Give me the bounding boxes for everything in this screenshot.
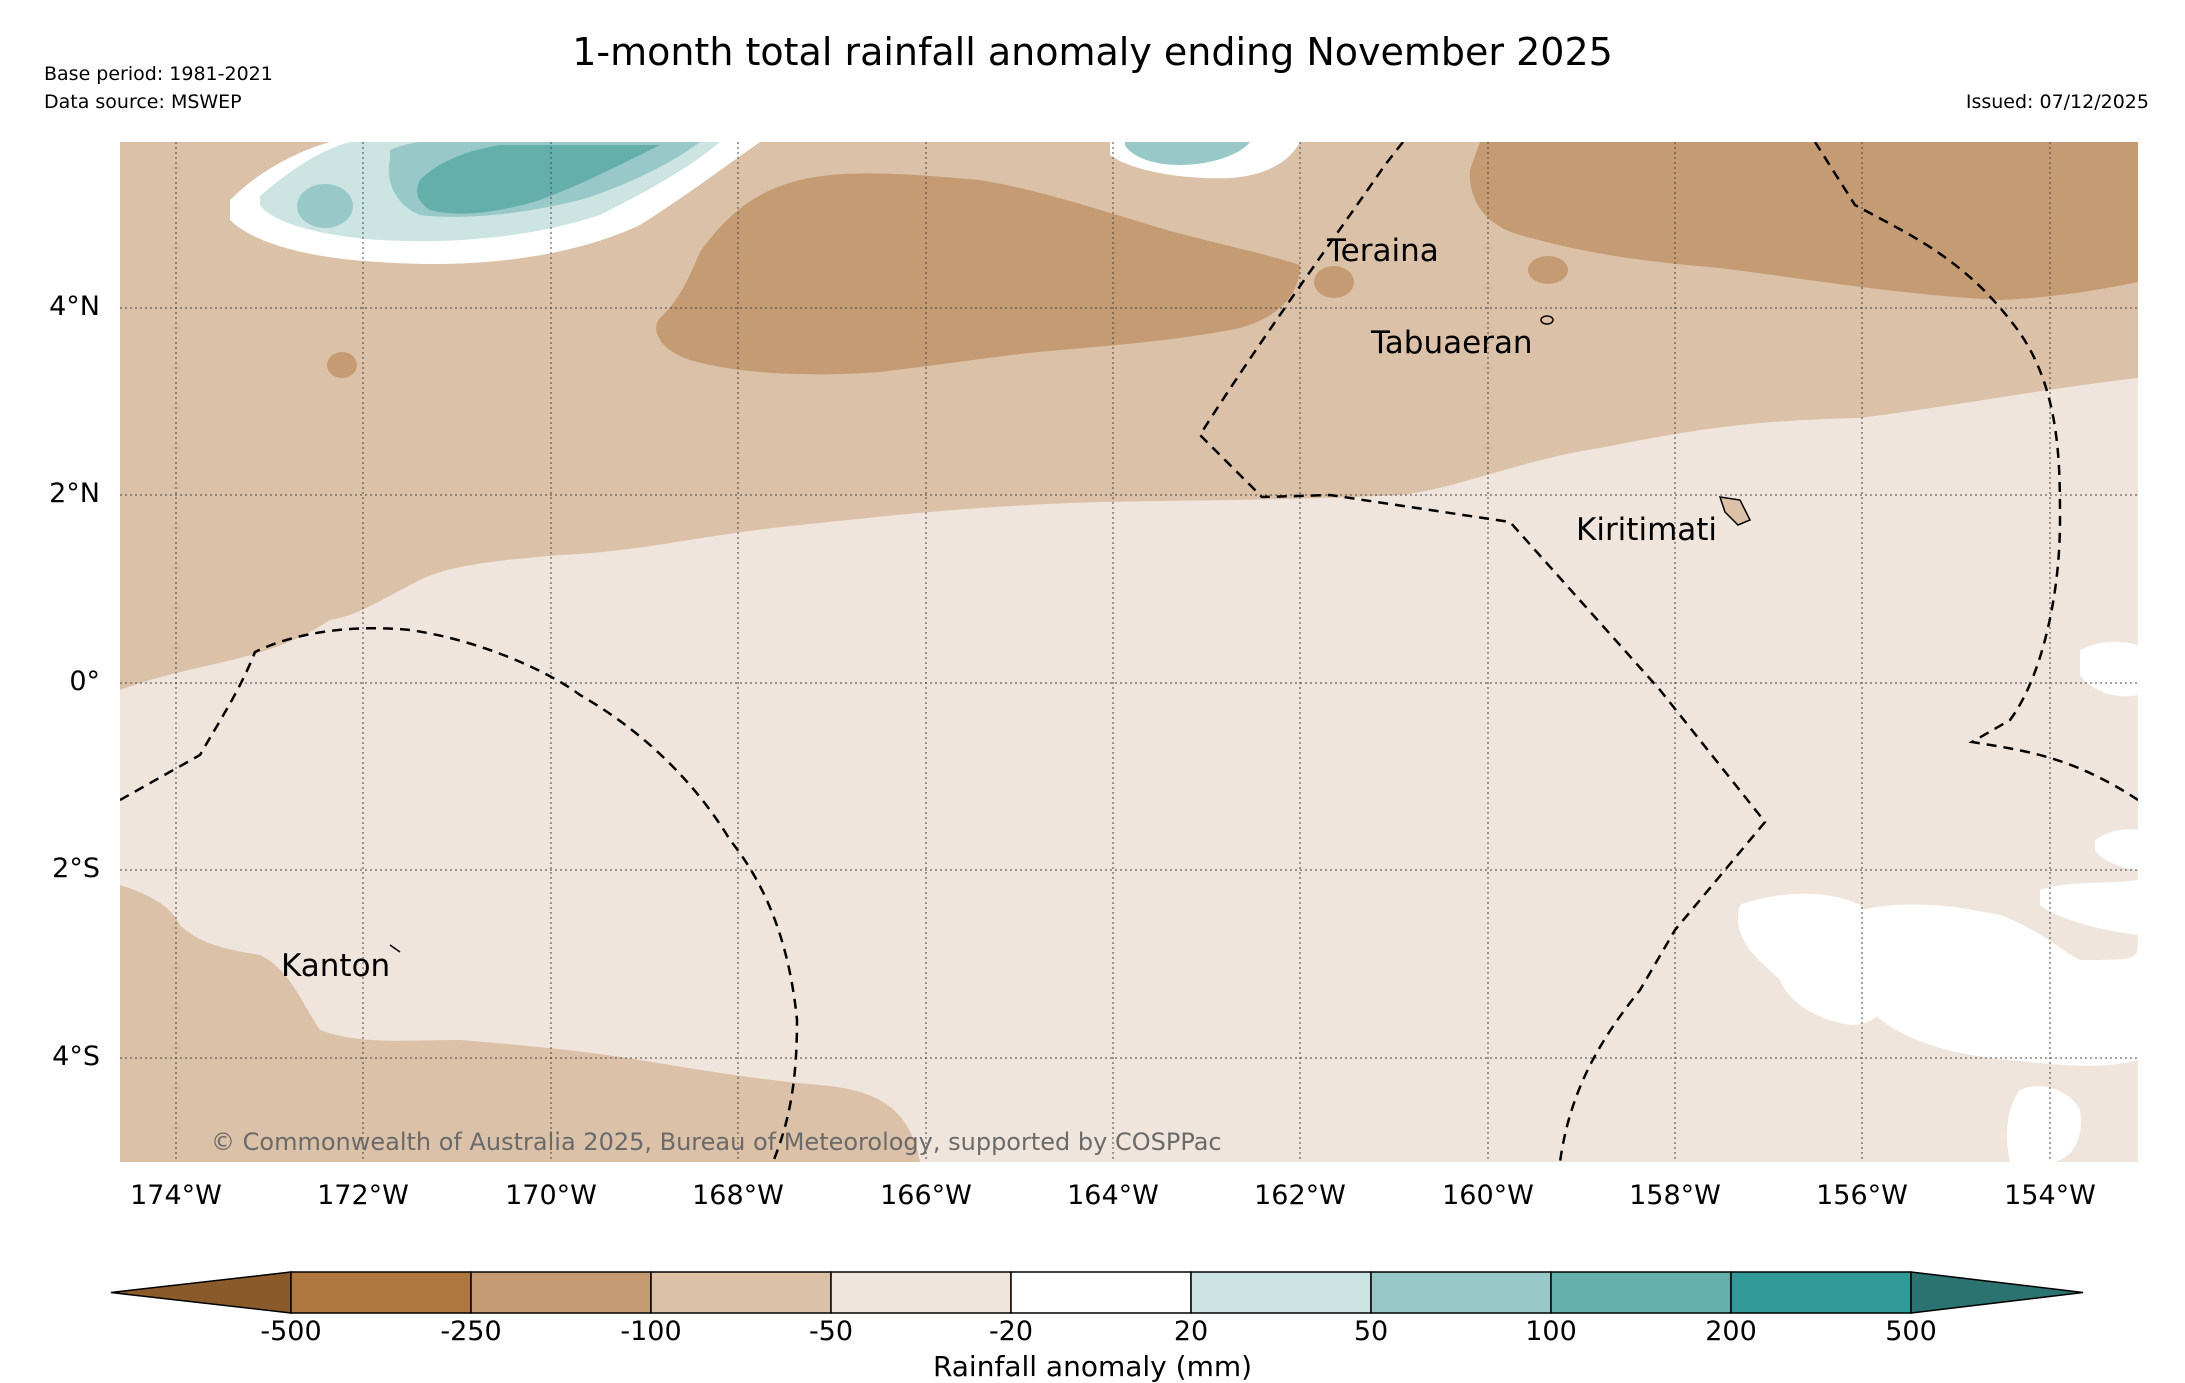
colorbar-segment [470,1271,652,1314]
tabuaeran-island-icon [1540,315,1554,325]
anomaly-zone-neutral [1851,904,2138,1066]
longitude-label: 156°W [1816,1180,1908,1211]
anomaly-zone-brown [327,352,357,378]
anomaly-zone-brown [1314,266,1354,298]
place-label-kanton: Kanton [281,948,391,984]
longitude-label: 172°W [317,1180,409,1211]
latitude-label: 4°N [49,291,100,322]
longitude-label: 170°W [505,1180,597,1211]
map-area [120,142,2138,1162]
longitude-label: 174°W [130,1180,222,1211]
data-source: Data source: MSWEP [44,91,242,113]
colorbar-tick-label: -500 [260,1316,322,1347]
colorbar-tick-label: -100 [620,1316,682,1347]
colorbar-tick-label: 20 [1173,1316,1209,1347]
issued-date: Issued: 07/12/2025 [1965,91,2149,113]
colorbar-tick-label: 50 [1353,1316,1389,1347]
colorbar-segment [830,1271,1012,1314]
colorbar-segment [290,1271,472,1314]
anomaly-zone-neutral [2095,829,2138,870]
colorbar-segment [1010,1271,1192,1314]
longitude-label: 160°W [1442,1180,1534,1211]
colorbar-tick-label: 200 [1705,1316,1757,1347]
anomaly-zone-wet [1125,142,1250,165]
colorbar-extend-high [1910,1271,2084,1314]
eez-boundary-line [120,626,799,1162]
anomaly-zone-brown [1528,256,1568,284]
colorbar [110,1271,2084,1314]
colorbar-segment [1730,1271,1912,1314]
base-period: Base period: 1981-2021 [44,63,273,85]
place-label-tabuaeran: Tabuaeran [1371,325,1533,361]
anomaly-zone-wet [417,145,660,214]
latitude-label: 0° [69,666,100,697]
anomaly-zone-tan [120,885,920,1162]
colorbar-tick-label: -50 [808,1316,854,1347]
place-label-kiritimati: Kiritimati [1576,512,1718,548]
anomaly-zone-neutral [2040,880,2138,935]
colorbar-extend-low [110,1271,292,1314]
anomaly-zone-brown [1469,142,2138,300]
colorbar-segment [1190,1271,1372,1314]
map-title: 1-month total rainfall anomaly ending No… [572,30,1613,74]
colorbar-segment [650,1271,832,1314]
anomaly-zone-brown [656,173,1300,375]
eez-boundaries [120,142,2138,1162]
latitude-label: 4°S [52,1041,100,1072]
anomaly-zone-wet [297,184,353,228]
anomaly-zone-neutral [1738,893,1889,1025]
longitude-label: 162°W [1254,1180,1346,1211]
colorbar-tick-label: 100 [1525,1316,1577,1347]
eez-boundary-line [1813,142,2138,802]
colorbar-segment [1550,1271,1732,1314]
latitude-label: 2°N [49,478,100,509]
colorbar-tick-label: -250 [440,1316,502,1347]
eez-boundary-line [1198,142,1767,1162]
latitude-label: 2°S [52,853,100,884]
map-metadata: Base period: 1981-2021 Data source: MSWE… [44,60,273,116]
longitude-label: 158°W [1629,1180,1721,1211]
kanton-island-icon [389,944,401,953]
longitude-label: 154°W [2004,1180,2096,1211]
colorbar-tick-label: 500 [1885,1316,1937,1347]
longitude-label: 166°W [880,1180,972,1211]
anomaly-zone-neutral [2007,1086,2081,1162]
kiritimati-island-icon [1718,496,1752,526]
copyright-credit: © Commonwealth of Australia 2025, Bureau… [211,1128,1222,1156]
graticule [120,142,2138,1162]
colorbar-title: Rainfall anomaly (mm) [932,1350,1253,1383]
anomaly-zone-neutral [2080,641,2138,697]
colorbar-segment [1370,1271,1552,1314]
place-label-teraina: Teraina [1327,233,1439,269]
longitude-label: 168°W [692,1180,784,1211]
anomaly-zone-tan [120,142,2138,690]
longitude-label: 164°W [1067,1180,1159,1211]
colorbar-tick-label: -20 [988,1316,1034,1347]
